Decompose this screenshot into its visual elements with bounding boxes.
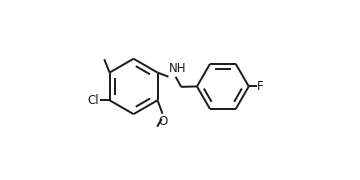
Text: F: F — [257, 80, 264, 93]
Text: Cl: Cl — [87, 94, 99, 107]
Text: O: O — [158, 115, 167, 128]
Text: NH: NH — [169, 62, 187, 75]
